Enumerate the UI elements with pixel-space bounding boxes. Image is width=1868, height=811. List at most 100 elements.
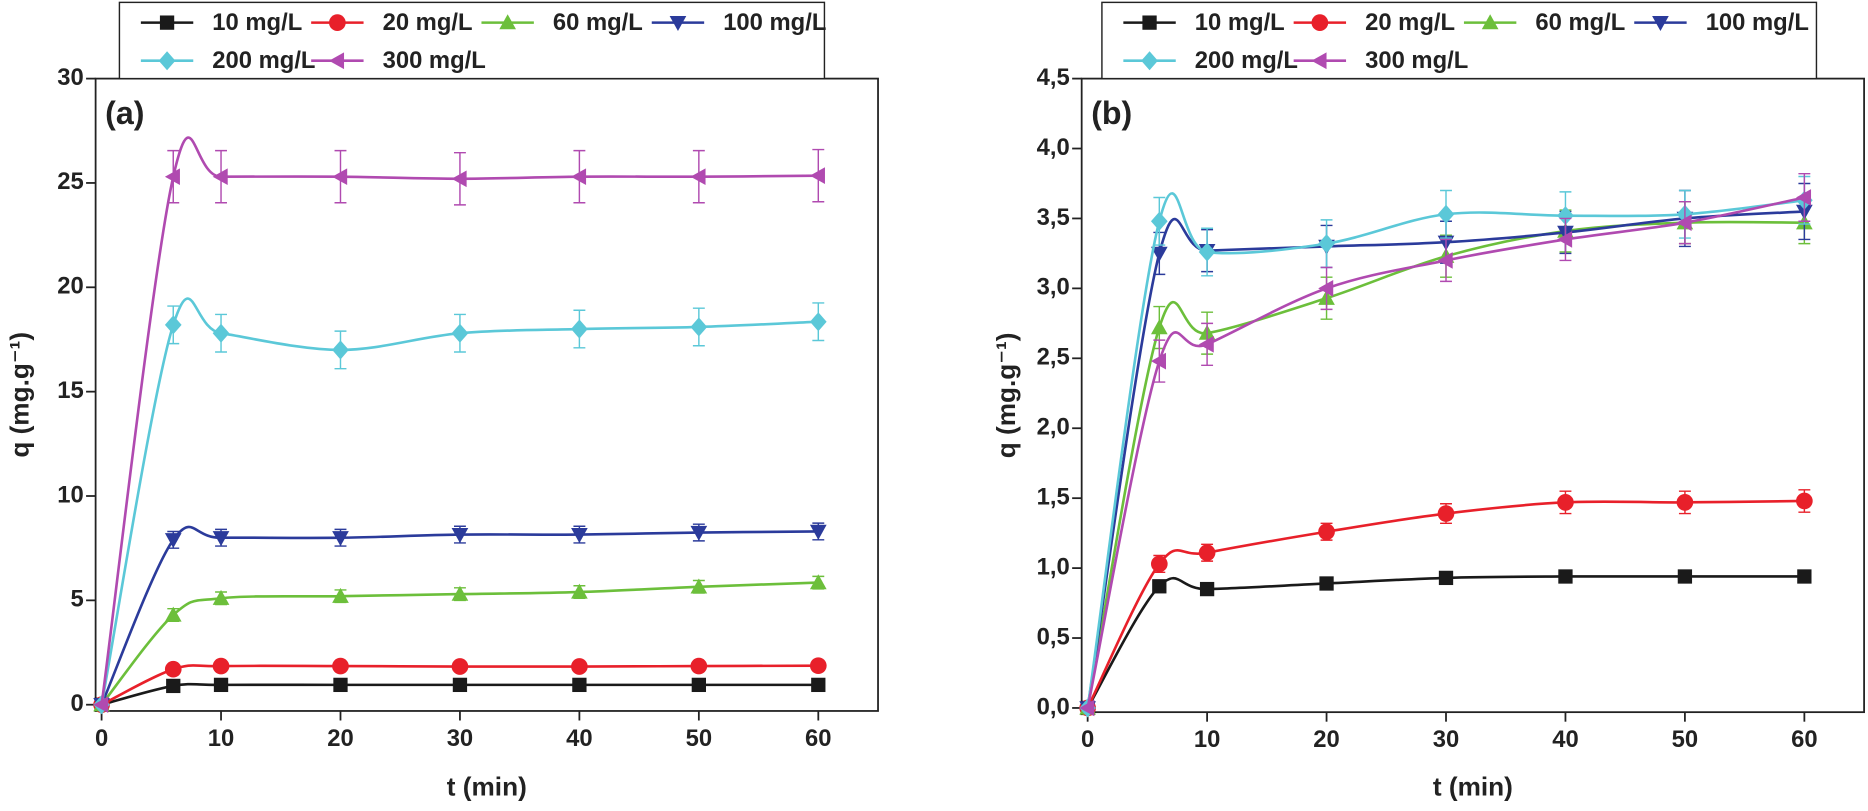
legend-label: 100 mg/L <box>723 9 826 36</box>
y-tick-label: 0,0 <box>1037 693 1070 720</box>
y-tick-label: 15 <box>57 377 83 404</box>
marker <box>451 170 467 188</box>
legend-label: 60 mg/L <box>1535 9 1625 36</box>
marker <box>212 589 230 605</box>
marker <box>1199 581 1215 597</box>
marker <box>164 533 182 549</box>
marker <box>1318 234 1335 254</box>
y-tick-label: 3,0 <box>1037 274 1070 301</box>
fit-line <box>1086 196 1805 709</box>
marker <box>1438 570 1454 586</box>
marker <box>451 527 469 543</box>
marker <box>213 677 229 693</box>
x-tick-label: 30 <box>1433 726 1459 753</box>
marker <box>166 678 181 694</box>
legend-label: 20 mg/L <box>383 9 473 36</box>
marker <box>1198 544 1216 562</box>
x-tick-label: 40 <box>566 725 592 752</box>
legend-label: 20 mg/L <box>1365 9 1455 36</box>
y-tick-label: 1,0 <box>1037 553 1070 580</box>
marker <box>1318 280 1334 297</box>
legend-marker <box>499 14 516 30</box>
fit-line <box>1086 575 1805 709</box>
marker <box>1437 505 1455 522</box>
marker <box>332 168 348 186</box>
y-tick-label: 2,0 <box>1037 414 1070 441</box>
y-tick-label: 1,5 <box>1037 483 1070 510</box>
marker <box>571 583 588 599</box>
y-axis-label: q (mg.g⁻¹) <box>5 332 35 458</box>
y-tick-label: 2,5 <box>1037 344 1070 371</box>
marker <box>571 658 588 675</box>
legend-marker <box>329 14 346 31</box>
x-tick-label: 20 <box>327 725 353 752</box>
marker <box>333 677 348 693</box>
y-tick-label: 3,5 <box>1037 204 1070 231</box>
fit-line <box>100 136 819 705</box>
legend-label: 60 mg/L <box>553 9 643 36</box>
marker <box>690 525 708 541</box>
marker <box>1150 352 1166 370</box>
y-tick-label: 5 <box>70 586 83 613</box>
legend-label: 300 mg/L <box>383 47 486 74</box>
marker <box>212 657 230 675</box>
marker <box>571 527 588 543</box>
y-tick-label: 0 <box>70 690 83 717</box>
marker <box>1796 189 1812 206</box>
legend-marker <box>1311 52 1327 70</box>
marker <box>1150 319 1168 335</box>
legend-marker <box>1141 51 1158 71</box>
marker <box>1150 246 1168 262</box>
legend-label: 100 mg/L <box>1706 9 1809 36</box>
fit-line <box>1086 210 1805 709</box>
marker <box>690 317 708 337</box>
marker <box>1152 579 1167 594</box>
marker <box>332 587 349 603</box>
marker <box>1676 494 1694 511</box>
legend-label: 300 mg/L <box>1365 47 1468 74</box>
marker <box>451 585 469 601</box>
marker <box>1150 211 1168 231</box>
y-tick-label: 20 <box>57 273 83 300</box>
panel-label: (a) <box>105 95 144 131</box>
marker <box>571 168 587 186</box>
marker <box>164 660 182 678</box>
marker <box>809 574 827 590</box>
legend-marker <box>669 15 687 31</box>
legend-marker <box>1481 14 1499 30</box>
marker <box>332 657 349 675</box>
y-tick-label: 4,0 <box>1037 134 1070 161</box>
x-tick-label: 0 <box>1081 726 1094 753</box>
marker <box>1318 523 1335 541</box>
marker <box>452 677 468 693</box>
x-tick-label: 10 <box>208 725 234 752</box>
marker <box>691 677 706 693</box>
legend-box <box>118 1 826 80</box>
x-tick-label: 20 <box>1313 726 1339 753</box>
legend-marker <box>158 51 176 71</box>
marker <box>212 323 230 343</box>
marker <box>1557 206 1574 226</box>
y-tick-label: 25 <box>57 168 83 195</box>
marker <box>1319 576 1334 591</box>
marker <box>1676 214 1692 231</box>
marker <box>809 312 827 332</box>
legend-marker <box>1652 15 1669 31</box>
x-tick-label: 0 <box>95 725 108 752</box>
fit-line <box>1086 220 1805 709</box>
marker <box>809 657 827 675</box>
x-tick-label: 10 <box>1194 726 1220 753</box>
marker <box>1557 494 1574 511</box>
marker <box>164 606 182 622</box>
marker <box>1677 569 1693 584</box>
x-tick-label: 50 <box>686 725 712 752</box>
x-axis-label: t (min) <box>1433 771 1513 801</box>
y-tick-label: 10 <box>57 481 83 508</box>
legend-marker <box>159 15 175 30</box>
fit-line <box>100 297 819 705</box>
marker <box>811 677 826 693</box>
marker <box>572 677 587 693</box>
fit-line <box>1086 499 1805 709</box>
